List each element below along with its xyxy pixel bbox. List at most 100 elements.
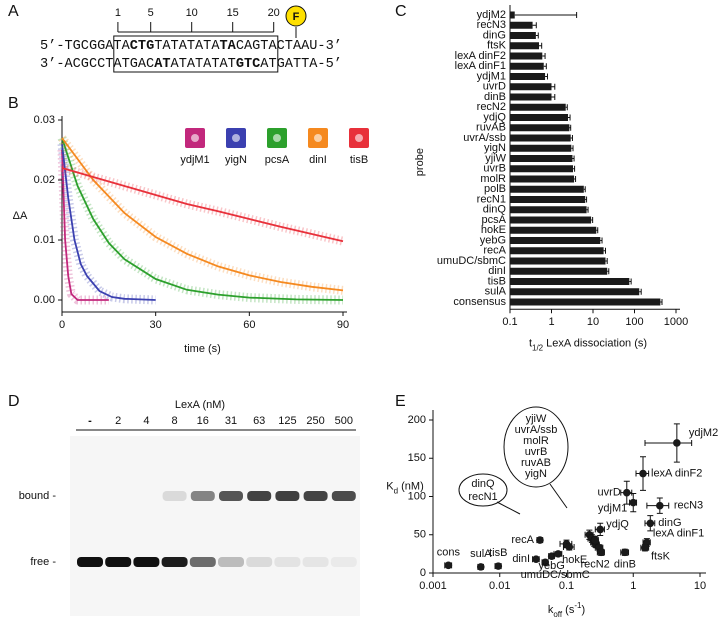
error-bar [600,237,603,244]
y-tick-label: ydjM1 [477,70,506,82]
point [554,550,562,558]
error-bar [571,145,574,152]
lane-label: 31 [225,415,237,427]
sequence-segment: CTAAU-3’ [277,39,342,54]
bound-band [106,491,130,501]
y-axis-label: Kd (nM) [386,480,423,495]
bar [510,165,574,173]
x-axis-label: koff (s-1) [548,601,585,619]
y-axis-label: ΔA [13,210,28,222]
error-bar [605,258,608,264]
point-label: hokE [562,554,587,566]
y-tick-label: dinI [488,265,506,277]
y-tick-label: yigN [484,142,506,154]
point [621,548,629,557]
y-tick-label: lexA dinF2 [455,50,506,62]
error-bar [551,94,556,100]
y-tick-label: 200 [408,414,426,426]
y-tick-label: 0 [420,567,426,579]
legend-dot [191,134,199,142]
point-label: recA [511,534,534,546]
free-band [246,557,273,567]
error-bar [535,32,539,39]
point [565,543,574,551]
y-tick-label: uvrB [483,163,506,175]
strand: 5’-TGCGGATACTGTATATATATACAGTACTAAU-3’ [40,39,342,54]
bar [510,237,601,244]
error-bar [574,176,577,182]
free-band [189,557,216,567]
lane-label: 4 [143,415,149,427]
bound-band [134,491,158,501]
point-label: cons [437,546,461,558]
error-bar [572,155,575,162]
point [641,543,649,552]
bar [510,196,586,203]
position-label: 10 [186,7,198,19]
bar [510,52,543,60]
x-tick-label: 0.001 [419,580,447,592]
bar [510,103,566,111]
point [444,561,453,570]
point [622,488,631,497]
free-band [77,557,103,567]
y-tick-label: 0.01 [34,234,55,246]
bar [510,144,572,152]
point-label: uvrA/ssb [515,424,558,436]
point-label: ftsK [651,551,671,563]
bar [510,93,552,101]
legend-dot [273,134,281,142]
error-bar [603,247,606,254]
point-label: tisB [489,547,507,559]
y-tick-label: umuDC/sbmC [437,255,506,267]
point-label: uvrD [598,487,621,499]
panel-label: E [395,393,406,410]
x-axis-label-part: 1/2 [532,343,544,352]
x-axis-label-part: -1 [574,601,582,610]
x-axis-label-part: t [529,337,532,349]
point-label: dinI [512,553,530,565]
lane-label: 500 [335,415,353,427]
point [476,563,485,571]
point-label: yigN [525,468,547,480]
free-band [302,557,329,567]
y-axis-label-part: d [394,486,398,495]
legend-dot [232,134,240,142]
error-bar [607,268,610,275]
point [494,562,503,570]
bar [510,155,573,162]
point-label: umuDC/sbmC [521,569,590,581]
y-tick-label: ftsK [487,40,507,52]
panel-label: D [8,393,20,410]
error-bar [539,42,543,49]
point [639,469,647,478]
fit-line [61,149,109,301]
y-tick-label: dinQ [483,204,507,216]
position-label: 15 [227,7,239,19]
y-tick-label: 0.00 [34,294,55,306]
y-tick-label: recN1 [477,193,506,205]
x-error-bar [644,439,693,446]
y-tick-label: hokE [481,224,506,236]
y-tick-label: yebG [480,234,506,246]
y-tick-label: recA [483,245,506,257]
bar [510,124,570,132]
bar [510,267,608,275]
point-label: ydjQ [606,518,629,530]
x-tick-label: 60 [243,319,255,331]
scatter-band [60,163,345,246]
bound-band [78,491,102,501]
free-band [105,557,132,567]
x-tick-label: 0.1 [559,580,574,592]
free-band [218,557,244,567]
point [673,439,681,447]
position-label: 20 [268,7,280,19]
legend-label: ydjM1 [180,154,209,166]
error-bar [569,124,572,131]
point [596,525,605,534]
panel-label: A [8,3,19,20]
point [591,536,600,544]
error-bar [591,217,594,223]
point-label: lexA dinF2 [651,467,702,479]
